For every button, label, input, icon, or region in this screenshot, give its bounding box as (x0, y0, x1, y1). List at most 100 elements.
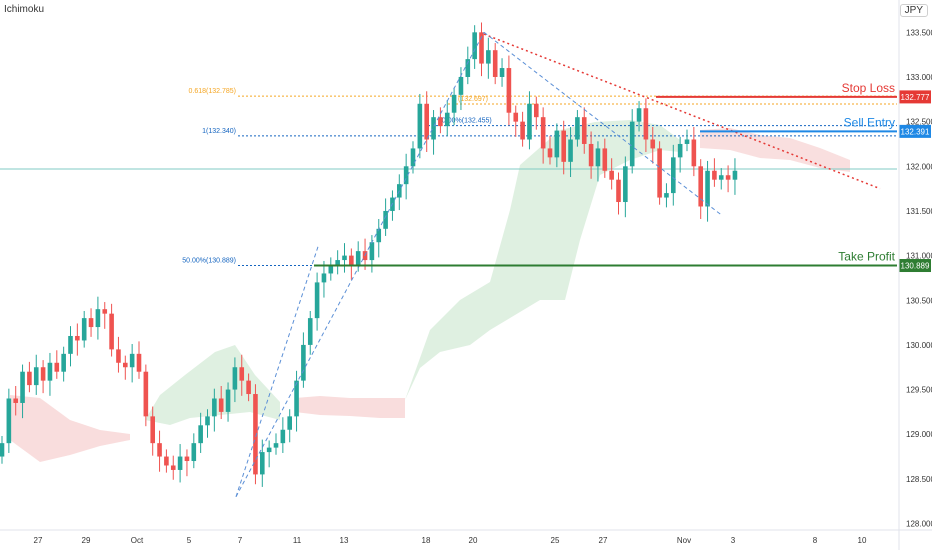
candle-body (294, 380, 299, 417)
candle-body (636, 108, 642, 122)
candle (609, 158, 614, 190)
x-tick-label: 13 (340, 536, 349, 545)
price-tag: 132.391 (901, 127, 930, 136)
y-tick-label: 129.500 (906, 386, 932, 395)
candle (444, 100, 450, 136)
candle-body (369, 242, 375, 261)
candle (561, 120, 566, 175)
candle (732, 158, 738, 195)
downtrend-line (483, 33, 881, 190)
cloud-green-segment (405, 120, 680, 400)
candle (581, 107, 587, 154)
candle-body (561, 130, 566, 162)
candle-body (520, 121, 525, 140)
level-label: Sell Entry (844, 115, 895, 129)
y-tick-label: 133.000 (906, 73, 932, 82)
candle-body (643, 108, 649, 140)
candle (225, 382, 231, 422)
candle-body (184, 456, 190, 462)
cloud-red-segment (10, 395, 130, 462)
candle-body (143, 371, 149, 417)
candle (355, 241, 361, 272)
candle-body (33, 367, 39, 386)
candle (643, 98, 649, 153)
ichimoku-cloud (10, 120, 850, 462)
x-tick-label: 8 (813, 536, 818, 545)
candle-body (506, 68, 512, 113)
candle-body (465, 59, 471, 77)
candle (712, 158, 717, 187)
price-axis: 128.000 128.500 129.000 129.500 130.000 130.5… (898, 0, 932, 550)
candle-body (13, 398, 18, 403)
level-label: Stop Loss (842, 81, 895, 95)
candle-body (534, 103, 539, 118)
candle (61, 346, 66, 382)
candle-body (616, 179, 621, 203)
candle (534, 96, 539, 130)
candle-body (239, 367, 245, 381)
cloud-green-segment (145, 345, 280, 425)
candle (27, 361, 32, 393)
candle (143, 364, 149, 427)
trendlines (235, 31, 881, 497)
candle-body (68, 335, 73, 354)
candle (520, 111, 525, 147)
candle (458, 67, 464, 111)
candle (266, 440, 272, 468)
candle (170, 455, 176, 480)
x-tick-label: 29 (82, 536, 91, 545)
candle (664, 183, 669, 208)
candle (6, 388, 12, 453)
candle-body (705, 170, 710, 207)
candle (547, 135, 553, 165)
candle-body (164, 456, 169, 466)
candle (486, 37, 491, 79)
candle (588, 131, 594, 179)
candle-body (232, 367, 238, 390)
candle (527, 91, 532, 150)
candle (191, 433, 197, 469)
candle (205, 409, 210, 438)
price-tag-box (899, 90, 931, 104)
candle-body (568, 139, 573, 162)
fib-label: 0.618(132.785) (189, 88, 236, 95)
candle (636, 101, 642, 132)
x-tick-label: 11 (293, 536, 302, 545)
candle (102, 302, 108, 329)
candle (403, 153, 409, 200)
x-tick-label: 27 (599, 536, 608, 545)
candle (47, 352, 53, 396)
candle (33, 354, 39, 395)
candle-body (712, 170, 717, 180)
candle (157, 430, 162, 472)
candle-body (657, 148, 662, 198)
y-tick-label: 133.500 (906, 28, 932, 37)
candle (506, 55, 512, 126)
candle (307, 310, 313, 355)
candle-body (260, 452, 265, 475)
candle-body (301, 344, 306, 381)
candle-body (609, 170, 614, 180)
candle-body (691, 139, 697, 167)
candle (397, 174, 402, 211)
candle-body (273, 443, 279, 448)
candle-body (177, 456, 183, 470)
candle (349, 248, 354, 280)
candle (260, 439, 265, 487)
candle (376, 218, 382, 258)
candle-body (424, 103, 429, 140)
candle-body (581, 117, 587, 144)
candle-body (129, 353, 135, 368)
candle-body (61, 353, 66, 372)
candle-body (212, 398, 217, 417)
candle (499, 58, 505, 87)
currency-label[interactable]: JPY (899, 4, 928, 17)
candle-body (602, 148, 608, 171)
x-tick-label: 25 (551, 536, 560, 545)
candle-body (321, 273, 327, 283)
candle-body (342, 255, 347, 261)
candle-body (725, 175, 731, 180)
candle-body (307, 318, 313, 345)
candle (0, 436, 5, 464)
